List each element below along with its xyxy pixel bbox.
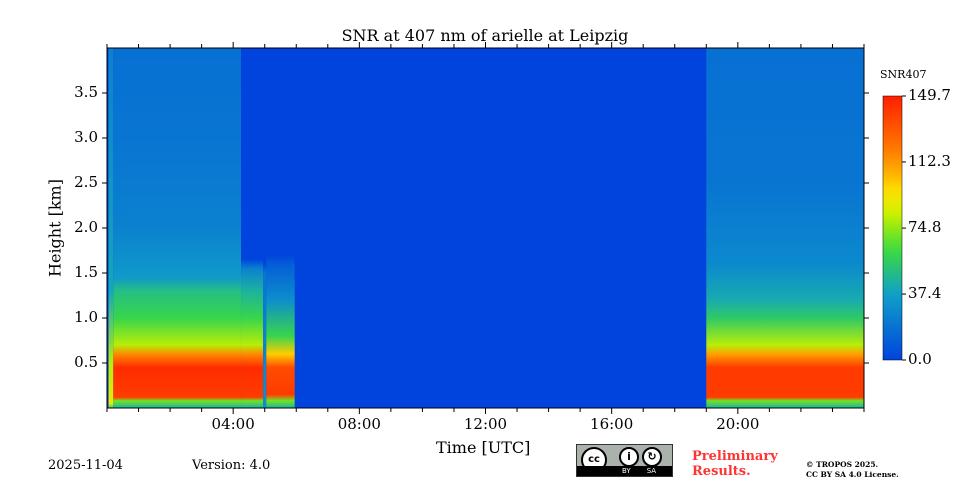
heatmap-segment bbox=[706, 48, 864, 408]
y-tick-label: 2.0 bbox=[74, 218, 98, 236]
y-tick-label: 0.5 bbox=[74, 353, 98, 371]
y-tick-label: 3.0 bbox=[74, 128, 98, 146]
x-tick-label: 08:00 bbox=[337, 415, 381, 433]
heatmap-segment bbox=[263, 48, 267, 408]
colorbar-tick-label: 149.7 bbox=[908, 86, 951, 104]
y-tick-label: 2.5 bbox=[74, 173, 98, 191]
x-axis-label: Time [UTC] bbox=[436, 438, 531, 457]
y-tick-label: 3.5 bbox=[74, 83, 98, 101]
colorbar-tick-label: 112.3 bbox=[908, 151, 951, 170]
x-tick-label: 16:00 bbox=[590, 415, 634, 433]
colorbar bbox=[882, 95, 903, 361]
preliminary-results-note: Preliminary Results. bbox=[692, 449, 778, 479]
colorbar-tick-label: 37.4 bbox=[908, 284, 942, 303]
version-label: Version: 4.0 bbox=[192, 458, 271, 473]
y-tick-label: 1.5 bbox=[74, 263, 98, 281]
copyright-note: © TROPOS 2025. CC BY SA 4.0 License. bbox=[806, 460, 899, 479]
by-icon: i bbox=[619, 447, 639, 467]
date-label: 2025-11-04 bbox=[48, 458, 123, 473]
chart-title: SNR at 407 nm of arielle at Leipzig bbox=[341, 26, 629, 45]
x-tick-label: 04:00 bbox=[211, 415, 255, 433]
heatmap-segment bbox=[113, 48, 242, 408]
heatmap-segment bbox=[241, 48, 264, 408]
colorbar-tick-label: 74.8 bbox=[908, 218, 942, 237]
sa-icon: ↻ bbox=[642, 447, 662, 467]
colorbar-tick-label: 0.0 bbox=[908, 350, 932, 368]
x-tick-label: 12:00 bbox=[463, 415, 508, 433]
y-tick-label: 1.0 bbox=[74, 308, 98, 326]
heatmap-segment bbox=[266, 48, 295, 408]
x-tick-label: 20:00 bbox=[716, 415, 760, 433]
colorbar-label: SNR407 bbox=[880, 68, 927, 81]
heatmap-segment bbox=[108, 48, 114, 408]
cc-by-sa-license-badge[interactable]: cc i ↻ BY SA bbox=[576, 444, 673, 477]
